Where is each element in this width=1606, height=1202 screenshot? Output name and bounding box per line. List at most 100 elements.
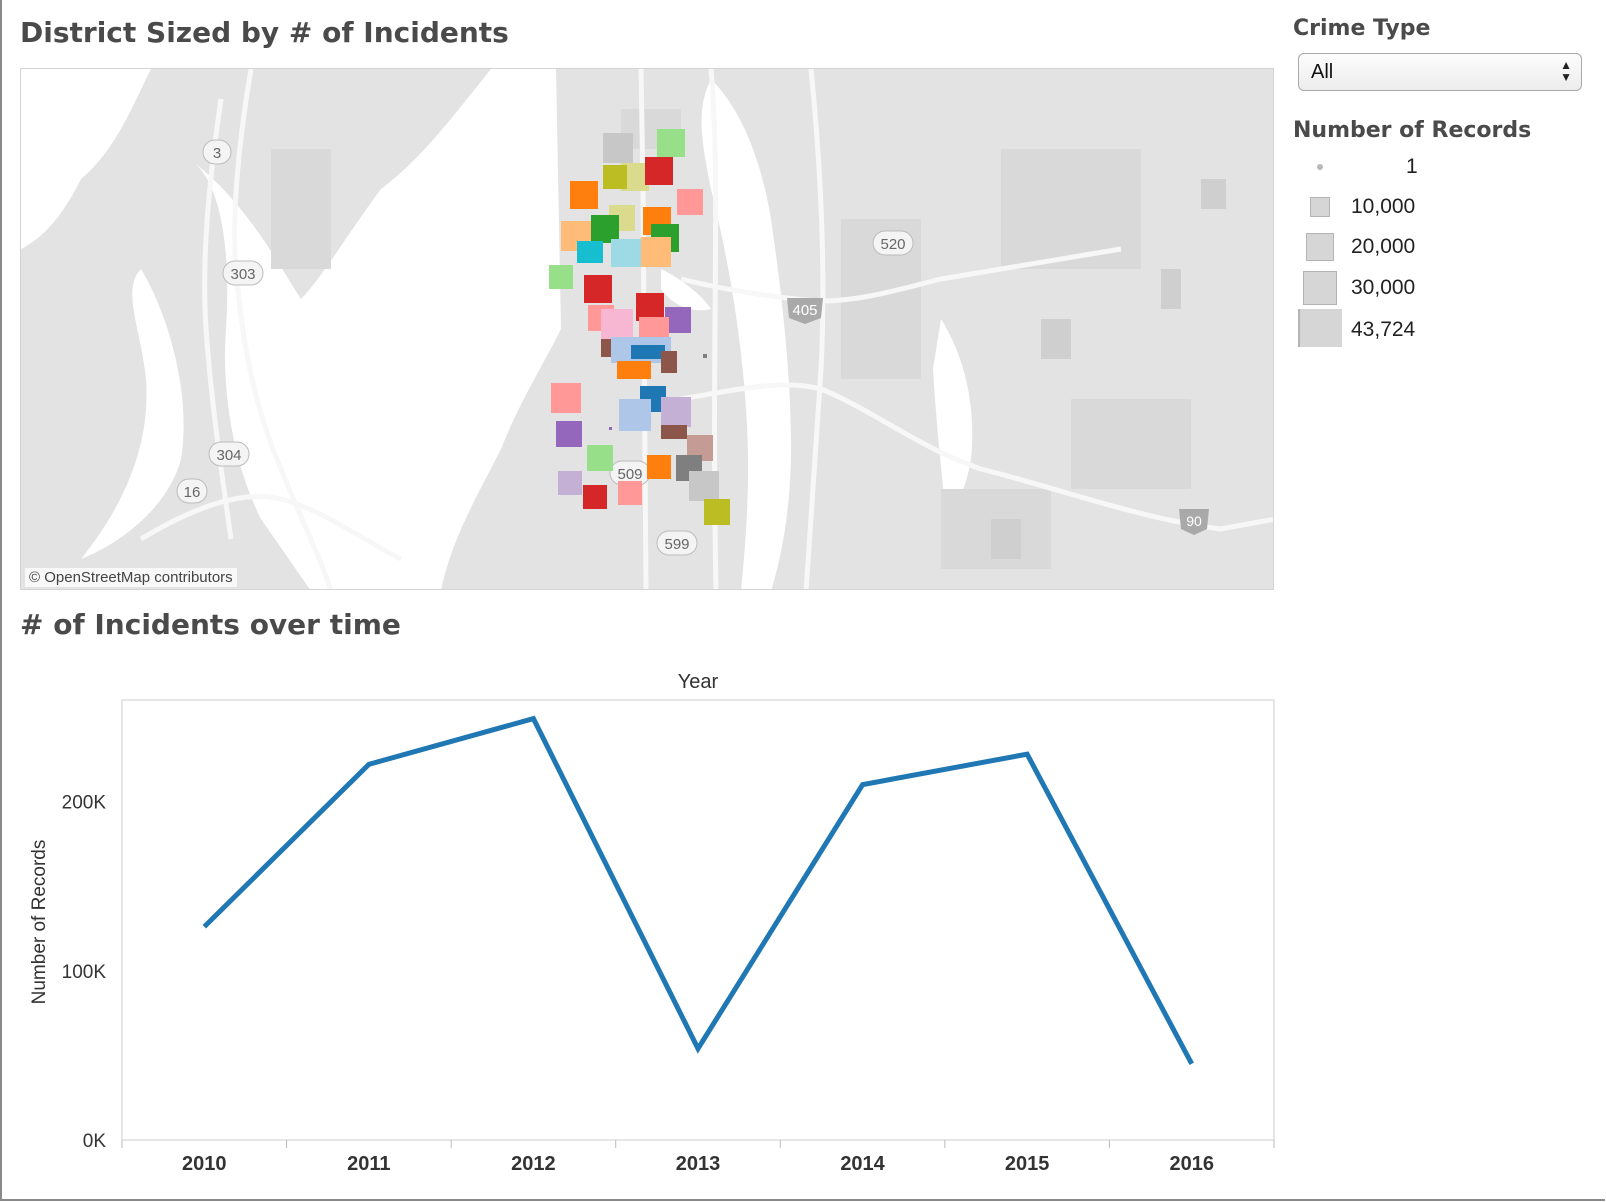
district-marker (549, 265, 573, 289)
y-tick-label: 0K (83, 1131, 107, 1152)
legend-value: 43,724 (1351, 318, 1416, 341)
x-tick-label: 2015 (1005, 1153, 1050, 1175)
shield-509: 509 (617, 466, 642, 483)
district-markers[interactable] (549, 129, 730, 525)
series-lines (198, 713, 1198, 1070)
shield-304: 304 (216, 447, 241, 464)
shield-3: 3 (213, 145, 221, 162)
data-point[interactable] (1186, 1058, 1198, 1070)
district-marker (645, 157, 673, 185)
legend-value: 10,000 (1351, 195, 1416, 218)
data-point[interactable] (527, 713, 539, 725)
shield-303: 303 (230, 266, 255, 283)
x-axis-title: Year (678, 671, 719, 693)
size-legend-item: 20,000 (1296, 228, 1546, 268)
district-marker (584, 275, 612, 303)
line-chart-title: # of Incidents over time (20, 608, 401, 641)
water-lake-washington (701, 79, 791, 589)
district-map[interactable]: 3 303 304 16 520 405 509 599 90 (20, 68, 1274, 590)
legend-size-marker (1306, 233, 1334, 261)
district-marker (611, 239, 641, 267)
crime-type-selected-value: All (1311, 61, 1334, 83)
x-tick-label: 2010 (182, 1153, 227, 1175)
x-tick-label: 2012 (511, 1153, 556, 1175)
size-legend-title: Number of Records (1293, 118, 1532, 143)
district-marker (591, 215, 619, 243)
district-marker (556, 421, 582, 447)
district-marker (689, 471, 719, 501)
data-point[interactable] (363, 758, 375, 770)
x-axis-ticks: 2010 2011 2012 2013 2014 2015 2016 (121, 1140, 1275, 1175)
shield-405: 405 (792, 302, 817, 319)
size-legend-item: 1 (1296, 148, 1546, 188)
water-puget-sound (21, 69, 151, 249)
district-marker (661, 425, 687, 439)
water-west-inlet (81, 269, 184, 559)
water-lake-union (661, 269, 711, 311)
district-marker (583, 485, 607, 509)
legend-size-marker (1303, 271, 1337, 305)
legend-value: 1 (1406, 155, 1418, 178)
district-marker (657, 129, 685, 157)
district-marker (557, 431, 560, 434)
shield-599: 599 (664, 536, 689, 553)
district-marker (587, 445, 613, 471)
x-tick-label: 2014 (840, 1153, 885, 1175)
plot-area (121, 699, 1275, 1141)
size-legend-item: 43,724 (1296, 308, 1546, 348)
map-title: District Sized by # of Incidents (20, 16, 509, 49)
district-marker (631, 345, 665, 359)
shield-16: 16 (184, 484, 201, 501)
size-legend-item: 10,000 (1296, 188, 1546, 228)
select-arrows-icon: ▲ ▼ (1560, 58, 1572, 84)
district-marker (619, 399, 651, 431)
legend-size-marker (1298, 309, 1342, 347)
water-sound-main (196, 69, 561, 589)
district-marker (617, 361, 651, 379)
legend-value: 30,000 (1351, 276, 1416, 299)
district-marker (704, 499, 730, 525)
district-marker (703, 354, 707, 358)
district-marker (618, 481, 642, 505)
district-marker (577, 241, 603, 263)
district-marker (558, 471, 582, 495)
x-tick-label: 2011 (347, 1153, 390, 1175)
district-marker (661, 397, 691, 427)
district-marker (601, 339, 613, 357)
data-point[interactable] (692, 1043, 704, 1055)
legend-size-marker (1317, 164, 1323, 170)
shield-90: 90 (1186, 513, 1202, 529)
data-point[interactable] (857, 779, 869, 791)
district-marker (661, 351, 677, 373)
district-marker (677, 189, 703, 215)
map-road-shields: 3 303 304 16 520 405 509 599 90 (176, 139, 1209, 556)
district-marker (601, 309, 633, 339)
district-marker (609, 427, 612, 430)
water-lake-sammamish (933, 319, 973, 514)
legend-value: 20,000 (1351, 235, 1416, 258)
data-point[interactable] (198, 921, 210, 933)
size-legend-item: 30,000 (1296, 268, 1546, 308)
district-marker (551, 383, 581, 413)
y-axis-ticks: 0K 100K 200K (62, 793, 107, 1152)
crime-type-label: Crime Type (1293, 16, 1431, 41)
district-marker (665, 307, 691, 333)
district-marker (641, 237, 671, 267)
x-tick-label: 2013 (676, 1153, 721, 1175)
x-tick-label: 2016 (1169, 1153, 1214, 1175)
district-marker (603, 165, 627, 189)
legend-size-marker (1310, 197, 1330, 217)
crime-type-select[interactable]: All ▲ ▼ (1298, 53, 1582, 91)
district-marker (570, 181, 598, 209)
map-parks (991, 179, 1226, 559)
y-tick-label: 100K (62, 962, 107, 983)
district-marker (636, 293, 664, 321)
series-line[interactable] (202, 715, 1194, 1066)
district-marker (603, 133, 633, 163)
map-basemap: 3 303 304 16 520 405 509 599 90 (21, 69, 1273, 589)
y-tick-label: 200K (62, 793, 107, 814)
data-point[interactable] (1021, 748, 1033, 760)
map-attribution[interactable]: © OpenStreetMap contributors (25, 568, 237, 587)
shield-520: 520 (880, 236, 905, 253)
